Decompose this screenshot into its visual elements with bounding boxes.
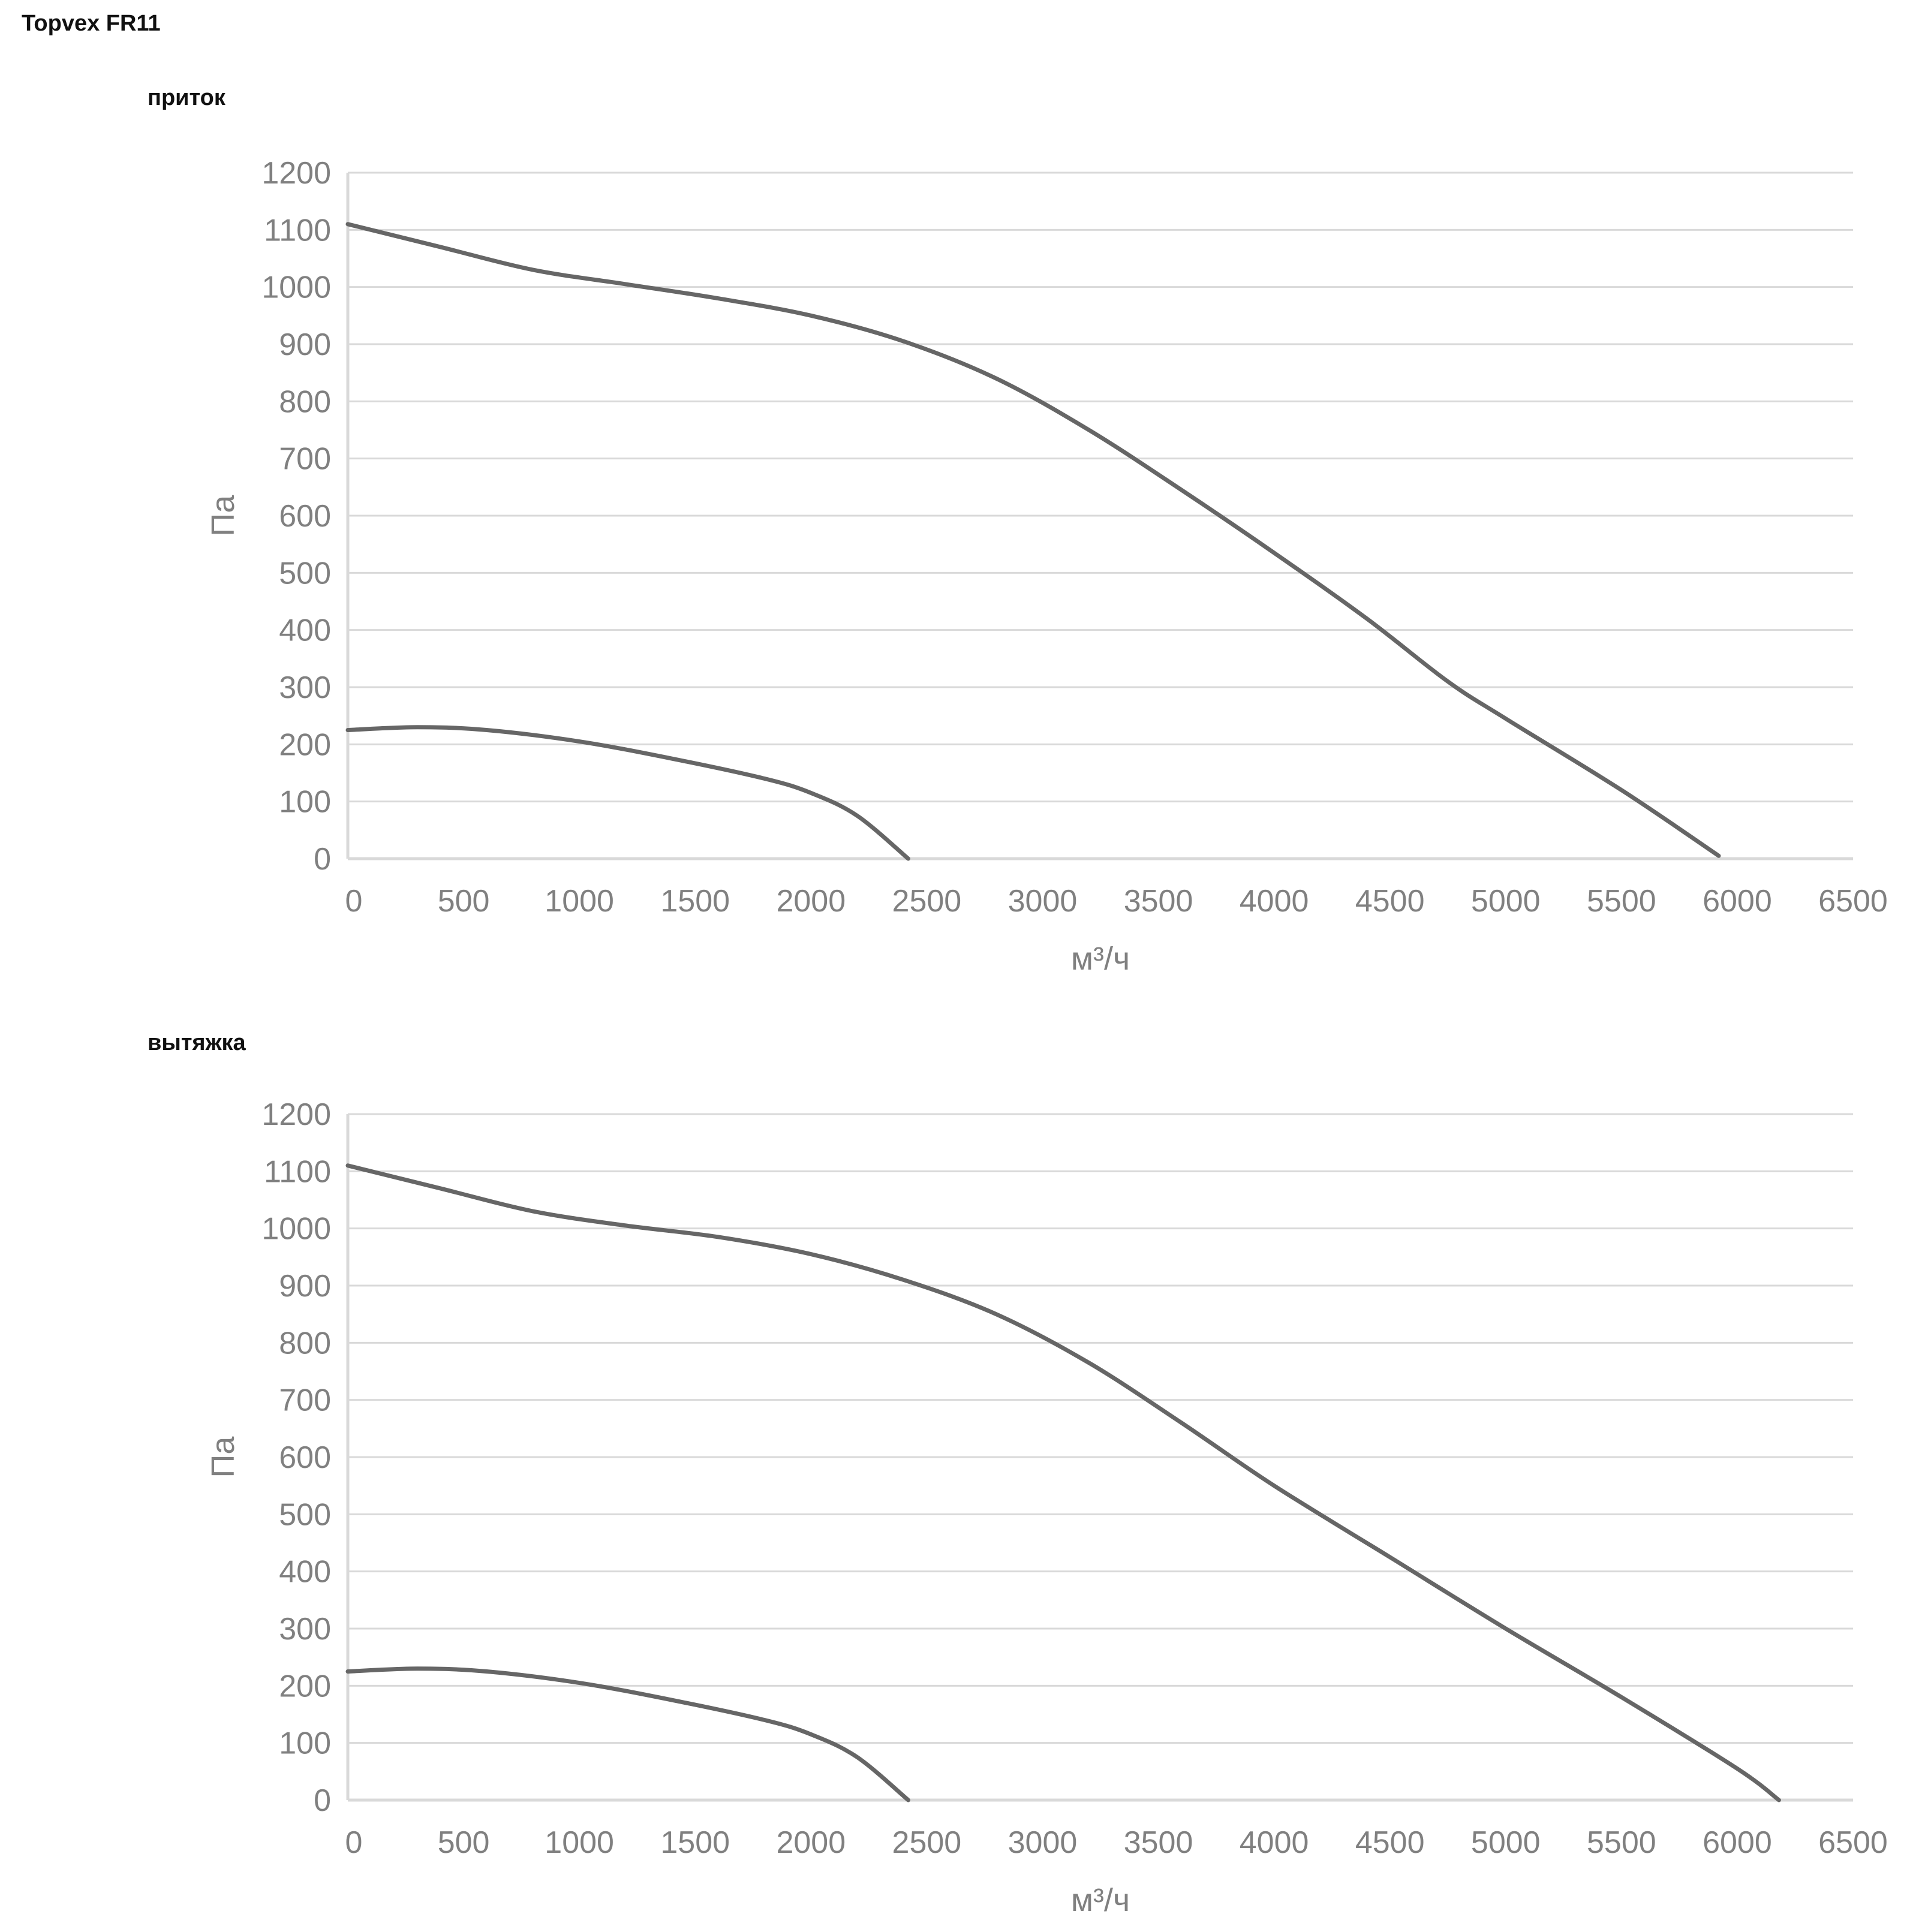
section-title-exhaust: вытяжка — [148, 1030, 246, 1055]
series-line-2 — [345, 1666, 910, 1802]
x-tick-label: 4500 — [1355, 1825, 1425, 1860]
y-tick-label: 1200 — [261, 1097, 331, 1132]
y-axis-title: Па — [205, 495, 241, 537]
supply-chart: 0 100 200 300 400 500 600 700 800 900 1000 1100 1200… — [205, 156, 1888, 977]
series-line-1 — [345, 1163, 1781, 1802]
x-tick-label: 2500 — [892, 884, 962, 919]
y-tick-label: 500 — [279, 1497, 331, 1532]
x-tick-label: 3500 — [1124, 1825, 1193, 1860]
y-tick-label: 600 — [279, 499, 331, 534]
x-tick-label: 4000 — [1240, 1825, 1309, 1860]
x-tick-label: 5500 — [1587, 1825, 1656, 1860]
y-tick-label: 100 — [279, 785, 331, 820]
section-title-supply: приток — [148, 85, 225, 110]
exhaust-chart: 0 100 200 300 400 500 600 700 800 900 1000 1100 1200… — [205, 1097, 1888, 1918]
x-tick-label: 5500 — [1587, 884, 1656, 919]
y-tick-label: 800 — [279, 1326, 331, 1361]
x-tick-label: 4500 — [1355, 884, 1425, 919]
y-tick-label: 100 — [279, 1726, 331, 1761]
x-tick-label: 2000 — [776, 884, 846, 919]
x-tick-label: 1000 — [545, 1825, 614, 1860]
x-tick-label: 500 — [438, 884, 490, 919]
y-tick-label: 300 — [279, 1612, 331, 1647]
y-tick-label: 200 — [279, 1669, 331, 1704]
y-tick-label: 500 — [279, 556, 331, 591]
y-tick-label: 1000 — [261, 270, 331, 305]
x-tick-label: 3500 — [1124, 884, 1193, 919]
x-tick-label: 3000 — [1008, 1825, 1078, 1860]
x-tick-label: 0 — [345, 1825, 363, 1860]
x-tick-label: 0 — [345, 884, 363, 919]
x-tick-label: 1000 — [545, 884, 614, 919]
x-tick-label: 6000 — [1703, 884, 1772, 919]
x-tick-label: 5000 — [1471, 884, 1541, 919]
y-tick-label: 200 — [279, 727, 331, 762]
y-tick-label: 800 — [279, 384, 331, 419]
y-tick-label: 900 — [279, 1269, 331, 1304]
x-tick-label: 1500 — [660, 884, 730, 919]
y-tick-label: 1100 — [264, 1154, 331, 1189]
y-tick-label: 0 — [314, 842, 331, 877]
x-tick-label: 6500 — [1818, 884, 1888, 919]
y-tick-label: 1200 — [261, 156, 331, 191]
y-tick-label: 700 — [279, 442, 331, 477]
y-tick-label: 0 — [314, 1783, 331, 1818]
x-tick-label: 6000 — [1703, 1825, 1772, 1860]
y-tick-label: 600 — [279, 1440, 331, 1475]
x-axis-title: м³/ч — [1071, 941, 1130, 977]
x-tick-label: 1500 — [660, 1825, 730, 1860]
y-tick-label: 400 — [279, 613, 331, 648]
document-title: Topvex FR11 — [22, 11, 161, 36]
y-tick-label: 900 — [279, 327, 331, 362]
series-line-1 — [345, 222, 1721, 858]
x-tick-label: 4000 — [1240, 884, 1309, 919]
x-tick-label: 2500 — [892, 1825, 962, 1860]
x-tick-label: 500 — [438, 1825, 490, 1860]
y-tick-label: 1000 — [261, 1212, 331, 1247]
y-tick-label: 700 — [279, 1383, 331, 1418]
x-axis-title: м³/ч — [1071, 1882, 1130, 1918]
y-axis-title: Па — [205, 1436, 241, 1478]
x-tick-label: 2000 — [776, 1825, 846, 1860]
x-tick-label: 6500 — [1818, 1825, 1888, 1860]
x-tick-label: 5000 — [1471, 1825, 1541, 1860]
y-tick-label: 1100 — [264, 213, 331, 248]
y-tick-label: 400 — [279, 1555, 331, 1590]
x-tick-label: 3000 — [1008, 884, 1078, 919]
series-line-2 — [345, 725, 910, 861]
y-tick-label: 300 — [279, 670, 331, 705]
